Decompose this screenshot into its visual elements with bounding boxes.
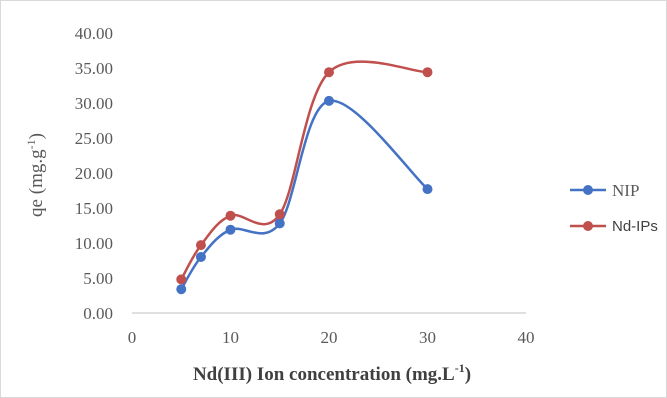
data-point-nd-ips	[324, 67, 334, 78]
y-axis-label: qe (mg.g-1)	[24, 133, 47, 217]
x-axis-label: Nd(III) Ion concentration (mg.L-1)	[193, 361, 471, 385]
series-line-nd-ips	[180, 60, 428, 281]
y-tick-labels: 0.00 5.00 10.00 15.00 20.00 25.00 30.00 35.00 40…	[75, 24, 113, 323]
x-tick-label: 10	[222, 328, 239, 347]
legend: NIP Nd-IPs	[570, 181, 658, 235]
y-tick-label: 40.00	[75, 24, 113, 43]
y-tick-label: 10.00	[75, 234, 113, 253]
data-point-nd-ips	[422, 67, 433, 78]
data-point-nd-ips	[225, 210, 236, 221]
data-point-nd-ips	[274, 209, 285, 220]
data-point-nip	[176, 284, 187, 295]
legend-label-nip: NIP	[612, 181, 639, 200]
y-tick-label: 5.00	[83, 269, 113, 288]
y-tick-label: 25.00	[75, 129, 113, 148]
y-tick-label: 30.00	[75, 94, 113, 113]
data-point-nip	[195, 252, 206, 262]
data-point-nip	[225, 224, 236, 235]
legend-label-nd-ips: Nd-IPs	[612, 218, 658, 235]
y-tick-label: 0.00	[83, 304, 113, 323]
series-lines	[180, 60, 429, 290]
y-tick-label: 35.00	[75, 59, 113, 78]
x-tick-label: 40	[518, 328, 535, 347]
x-tick-label: 30	[419, 328, 436, 347]
data-point-nip	[274, 218, 285, 229]
x-tick-label: 0	[128, 328, 137, 347]
y-tick-label: 15.00	[75, 199, 113, 218]
series-points	[176, 67, 433, 295]
legend-entry-nd-ips: Nd-IPs	[570, 218, 658, 235]
data-point-nip	[422, 184, 433, 195]
x-tick-labels: 0 10 20 30 40	[128, 328, 535, 347]
data-point-nip	[324, 95, 334, 106]
data-point-nd-ips	[176, 274, 187, 285]
x-tick-label: 20	[321, 328, 338, 347]
data-point-nd-ips	[195, 240, 206, 251]
y-tick-label: 20.00	[75, 164, 113, 183]
legend-entry-nip: NIP	[570, 181, 639, 200]
